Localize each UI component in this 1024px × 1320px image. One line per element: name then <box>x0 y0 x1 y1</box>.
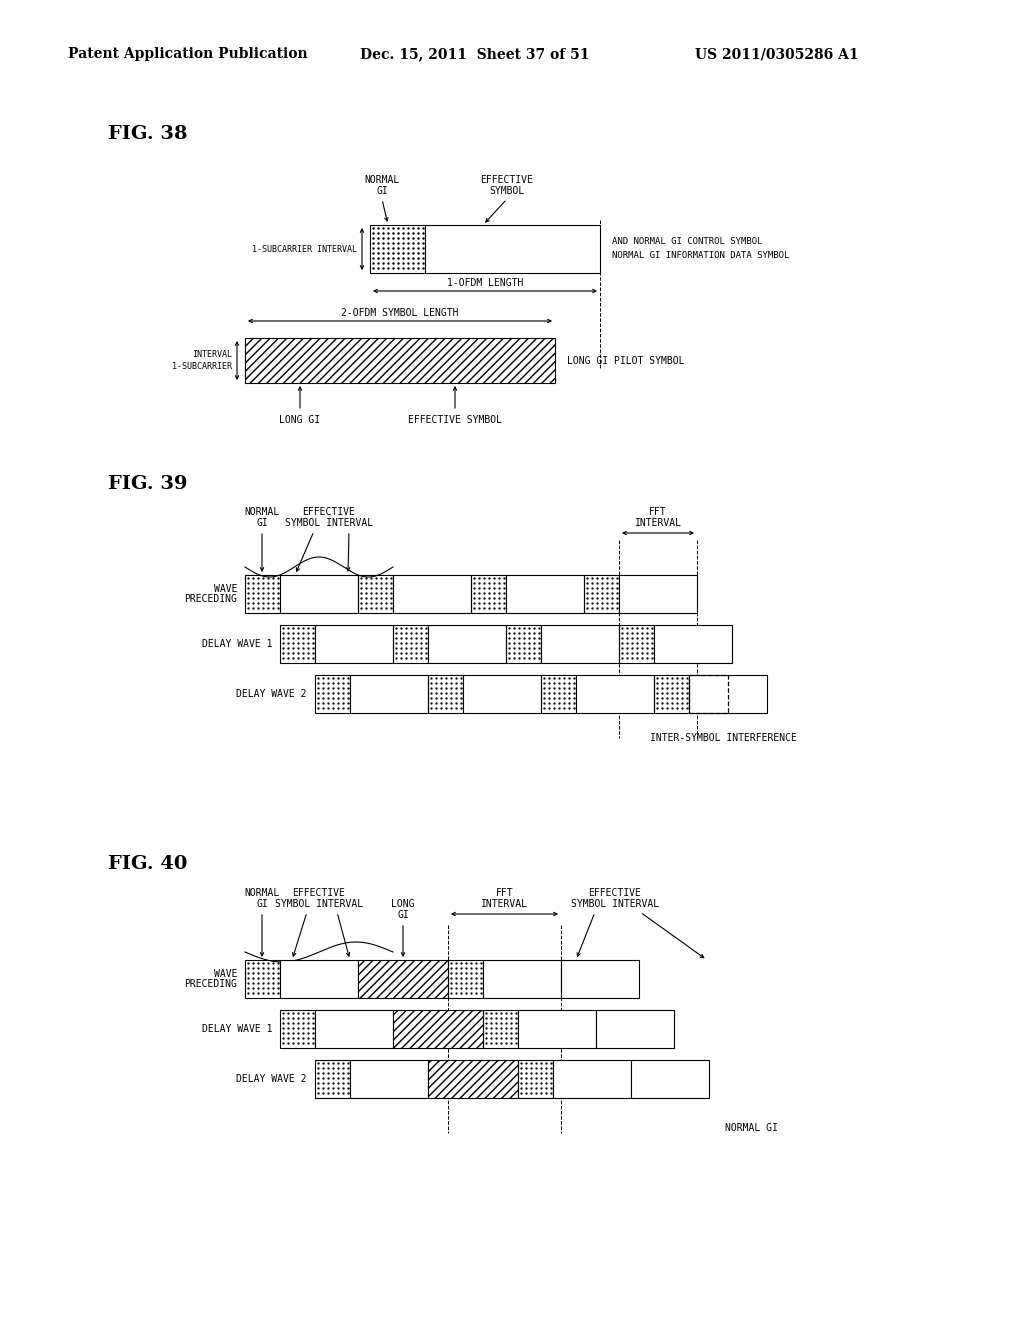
Bar <box>350 1060 428 1098</box>
Text: EFFECTIVE: EFFECTIVE <box>589 888 641 898</box>
Text: LONG GI: LONG GI <box>280 414 321 425</box>
Bar <box>506 576 584 612</box>
Bar <box>561 960 639 998</box>
Text: EFFECTIVE SYMBOL: EFFECTIVE SYMBOL <box>408 414 502 425</box>
Text: INTERVAL: INTERVAL <box>193 350 232 359</box>
Bar <box>618 624 654 663</box>
Text: NORMAL: NORMAL <box>365 176 399 185</box>
Text: NORMAL: NORMAL <box>245 507 280 517</box>
Text: Patent Application Publication: Patent Application Publication <box>68 48 307 61</box>
Bar <box>631 1060 709 1098</box>
Text: 2-OFDM SYMBOL LENGTH: 2-OFDM SYMBOL LENGTH <box>341 308 459 318</box>
Bar <box>689 675 767 713</box>
Bar <box>428 675 463 713</box>
Bar <box>245 338 555 383</box>
Text: AND NORMAL GI CONTROL SYMBOL: AND NORMAL GI CONTROL SYMBOL <box>612 238 763 247</box>
Text: GI: GI <box>376 186 388 195</box>
Text: 1-SUBCARRIER INTERVAL: 1-SUBCARRIER INTERVAL <box>252 244 357 253</box>
Bar <box>393 1010 483 1048</box>
Text: EFFECTIVE: EFFECTIVE <box>302 507 355 517</box>
Bar <box>483 960 561 998</box>
Text: SYMBOL: SYMBOL <box>489 186 524 195</box>
Text: SYMBOL INTERVAL: SYMBOL INTERVAL <box>274 899 364 909</box>
Text: GI: GI <box>397 909 409 920</box>
Text: SYMBOL INTERVAL: SYMBOL INTERVAL <box>285 517 373 528</box>
Bar <box>280 576 358 612</box>
Bar <box>315 1010 393 1048</box>
Text: DELAY WAVE 2: DELAY WAVE 2 <box>237 689 307 700</box>
Text: GI: GI <box>256 899 268 909</box>
Bar <box>584 576 618 612</box>
Text: WAVE: WAVE <box>213 583 237 594</box>
Text: DELAY WAVE 1: DELAY WAVE 1 <box>202 639 272 649</box>
Bar <box>393 624 428 663</box>
Text: EFFECTIVE: EFFECTIVE <box>480 176 534 185</box>
Bar <box>428 624 506 663</box>
Bar <box>541 624 618 663</box>
Bar <box>541 675 575 713</box>
Bar <box>449 960 483 998</box>
Bar <box>315 624 393 663</box>
Text: SYMBOL INTERVAL: SYMBOL INTERVAL <box>571 899 659 909</box>
Text: LONG: LONG <box>391 899 415 909</box>
Text: GI: GI <box>256 517 268 528</box>
Bar <box>618 576 697 612</box>
Bar <box>350 675 428 713</box>
Bar <box>654 675 689 713</box>
Text: INTER-SYMBOL INTERFERENCE: INTER-SYMBOL INTERFERENCE <box>650 733 797 743</box>
Text: PRECEDING: PRECEDING <box>184 594 237 605</box>
Bar <box>315 675 350 713</box>
Text: WAVE: WAVE <box>213 969 237 979</box>
Text: FFT: FFT <box>496 888 513 898</box>
Bar <box>471 576 506 612</box>
Text: LONG GI PILOT SYMBOL: LONG GI PILOT SYMBOL <box>567 355 684 366</box>
Text: EFFECTIVE: EFFECTIVE <box>293 888 345 898</box>
Bar <box>575 675 654 713</box>
Bar <box>689 675 728 713</box>
Bar <box>483 1010 518 1048</box>
Bar <box>393 576 471 612</box>
Text: FIG. 40: FIG. 40 <box>108 855 187 873</box>
Bar <box>245 576 280 612</box>
Text: INTERVAL: INTERVAL <box>635 517 682 528</box>
Text: INTERVAL: INTERVAL <box>481 899 528 909</box>
Bar <box>596 1010 674 1048</box>
Bar <box>463 675 541 713</box>
Text: NORMAL: NORMAL <box>245 888 280 898</box>
Bar <box>428 1060 518 1098</box>
Text: 1-SUBCARRIER: 1-SUBCARRIER <box>172 362 232 371</box>
Text: PRECEDING: PRECEDING <box>184 979 237 989</box>
Bar <box>506 624 541 663</box>
Text: US 2011/0305286 A1: US 2011/0305286 A1 <box>695 48 859 61</box>
Bar <box>370 224 425 273</box>
Bar <box>518 1060 553 1098</box>
Text: DELAY WAVE 2: DELAY WAVE 2 <box>237 1074 307 1084</box>
Text: FIG. 39: FIG. 39 <box>108 475 187 492</box>
Bar <box>315 1060 350 1098</box>
Bar <box>358 576 393 612</box>
Bar <box>425 224 600 273</box>
Text: DELAY WAVE 1: DELAY WAVE 1 <box>202 1024 272 1034</box>
Bar <box>245 960 280 998</box>
Bar <box>280 624 315 663</box>
Bar <box>358 960 449 998</box>
Text: FFT: FFT <box>649 507 667 517</box>
Text: NORMAL GI: NORMAL GI <box>725 1123 778 1133</box>
Text: Dec. 15, 2011  Sheet 37 of 51: Dec. 15, 2011 Sheet 37 of 51 <box>360 48 590 61</box>
Text: FIG. 38: FIG. 38 <box>108 125 187 143</box>
Bar <box>280 1010 315 1048</box>
Bar <box>518 1010 596 1048</box>
Text: NORMAL GI INFORMATION DATA SYMBOL: NORMAL GI INFORMATION DATA SYMBOL <box>612 252 790 260</box>
Bar <box>280 960 358 998</box>
Text: 1-OFDM LENGTH: 1-OFDM LENGTH <box>446 279 523 288</box>
Bar <box>553 1060 631 1098</box>
Bar <box>654 624 732 663</box>
